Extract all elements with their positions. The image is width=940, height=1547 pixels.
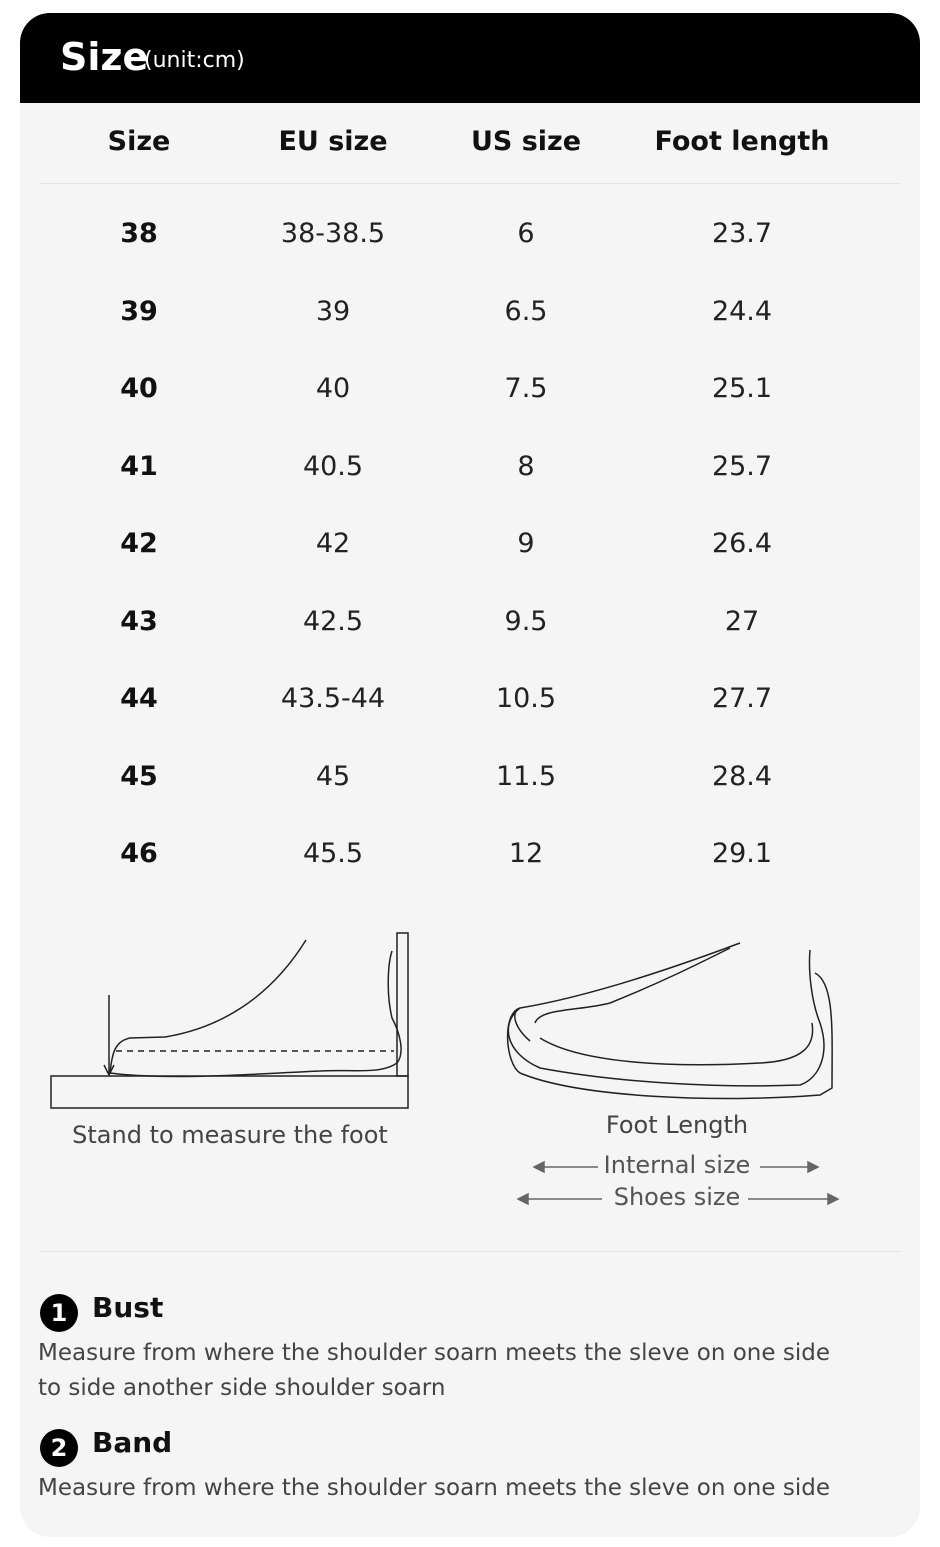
- table-cell: 9.5: [504, 605, 548, 637]
- table-cell: 23.7: [711, 218, 773, 249]
- column-header: EU size: [278, 126, 388, 157]
- table-cell: 12: [508, 838, 544, 869]
- table-cell: 39: [120, 295, 158, 327]
- table-cell: 45: [315, 760, 351, 792]
- table-cell: 6: [517, 218, 535, 249]
- table-cell: 43.5-44: [280, 683, 386, 714]
- foot-illustrations: [50, 932, 833, 1109]
- note-text: to side another side shoulder soarn: [38, 1375, 446, 1401]
- note-title: Bust: [92, 1291, 164, 1324]
- table-cell: 6.5: [504, 295, 548, 327]
- table-cell: 45.5: [302, 838, 364, 869]
- header: Size (unit:cm): [20, 13, 920, 103]
- table-cell: 42.5: [302, 605, 364, 637]
- table-cell: 43: [120, 605, 158, 637]
- header-unit: (unit:cm): [144, 48, 245, 73]
- note-number: 1: [40, 1294, 78, 1332]
- table-cell: 38: [120, 218, 158, 249]
- table-cell: 46: [120, 838, 158, 869]
- size-arrows: [516, 1160, 840, 1206]
- table-cell: 26.4: [711, 528, 773, 559]
- column-header: Size: [107, 126, 171, 157]
- divider: [40, 1251, 900, 1252]
- table-cell: 27: [724, 605, 760, 637]
- table-cell: 7.5: [504, 373, 548, 404]
- table-cell: 24.4: [711, 295, 773, 327]
- column-header: US size: [470, 126, 582, 157]
- table-cell: 42: [315, 528, 351, 559]
- size-card: Size (unit:cm) Size EU size US size Foot le…: [20, 13, 920, 1537]
- header-title: Size: [60, 35, 149, 79]
- table-cell: 42: [120, 528, 158, 559]
- table-cell: 40: [120, 373, 158, 404]
- column-header: Foot length: [654, 126, 830, 157]
- table-cell: 25.7: [711, 450, 773, 482]
- table-cell: 9: [517, 528, 535, 559]
- note-text: Measure from where the shoulder soarn me…: [38, 1475, 830, 1501]
- internal-size: Internal size: [603, 1151, 751, 1179]
- note-number: 2: [40, 1429, 78, 1467]
- table-cell: 45: [120, 760, 158, 792]
- table-cell: 10.5: [495, 683, 557, 714]
- table-cell: 11.5: [495, 760, 557, 792]
- table-cell: 38-38.5: [280, 218, 386, 249]
- shoes-size: Shoes size: [613, 1183, 741, 1211]
- table-cell: 8: [517, 450, 535, 482]
- table-cell: 29.1: [711, 838, 773, 869]
- table-cell: 28.4: [711, 760, 773, 792]
- table-cell: 41: [120, 450, 158, 482]
- table-cell: 25.1: [711, 373, 773, 404]
- foot-length-caption: Foot Length: [605, 1111, 749, 1139]
- note-title: Band: [92, 1426, 173, 1459]
- table-cell: 39: [315, 295, 351, 327]
- table-cell: 40.5: [302, 450, 364, 482]
- stand-caption: Stand to measure the foot: [72, 1121, 388, 1149]
- note-text: Measure from where the shoulder soarn me…: [38, 1340, 830, 1366]
- divider: [40, 183, 900, 184]
- table-cell: 44: [120, 683, 158, 714]
- table-cell: 27.7: [711, 683, 773, 714]
- table-cell: 40: [315, 373, 351, 404]
